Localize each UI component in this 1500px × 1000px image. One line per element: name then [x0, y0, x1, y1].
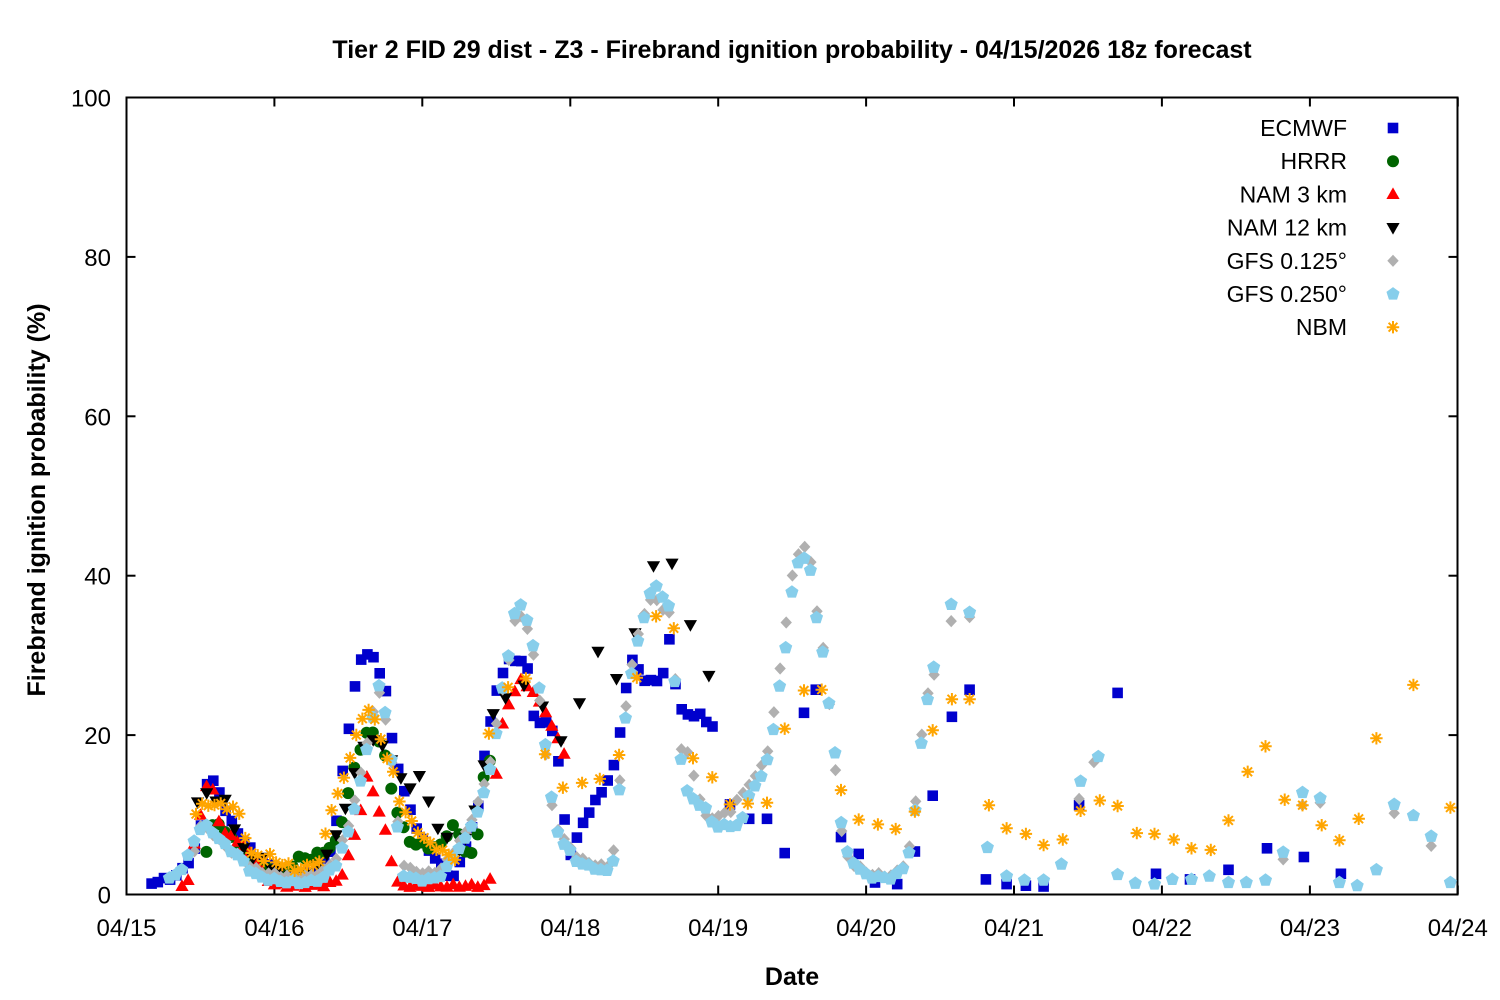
svg-text:GFS 0.125°: GFS 0.125°: [1227, 248, 1347, 274]
svg-text:GFS 0.250°: GFS 0.250°: [1227, 281, 1347, 307]
svg-text:40: 40: [84, 564, 111, 591]
svg-text:04/19: 04/19: [688, 915, 748, 942]
svg-text:0: 0: [98, 883, 111, 910]
svg-text:04/17: 04/17: [392, 915, 452, 942]
svg-text:04/22: 04/22: [1132, 915, 1192, 942]
svg-text:04/15: 04/15: [96, 915, 156, 942]
svg-text:HRRR: HRRR: [1281, 148, 1347, 174]
svg-text:NAM 12 km: NAM 12 km: [1227, 215, 1347, 241]
svg-text:NBM: NBM: [1296, 314, 1347, 340]
svg-text:Tier 2 FID 29 dist - Z3 - Fire: Tier 2 FID 29 dist - Z3 - Firebrand igni…: [332, 36, 1252, 64]
svg-text:100: 100: [71, 86, 111, 113]
svg-text:04/18: 04/18: [540, 915, 600, 942]
svg-text:04/20: 04/20: [836, 915, 896, 942]
svg-text:Date: Date: [765, 963, 819, 991]
svg-text:80: 80: [84, 245, 111, 272]
svg-text:ECMWF: ECMWF: [1260, 115, 1347, 141]
svg-text:04/21: 04/21: [984, 915, 1044, 942]
svg-text:60: 60: [84, 404, 111, 431]
svg-text:04/23: 04/23: [1280, 915, 1340, 942]
svg-text:Firebrand ignition probability: Firebrand ignition probability (%): [23, 303, 51, 696]
svg-text:04/24: 04/24: [1428, 915, 1488, 942]
svg-text:04/16: 04/16: [244, 915, 304, 942]
svg-text:NAM 3 km: NAM 3 km: [1240, 181, 1347, 207]
svg-text:20: 20: [84, 723, 111, 750]
